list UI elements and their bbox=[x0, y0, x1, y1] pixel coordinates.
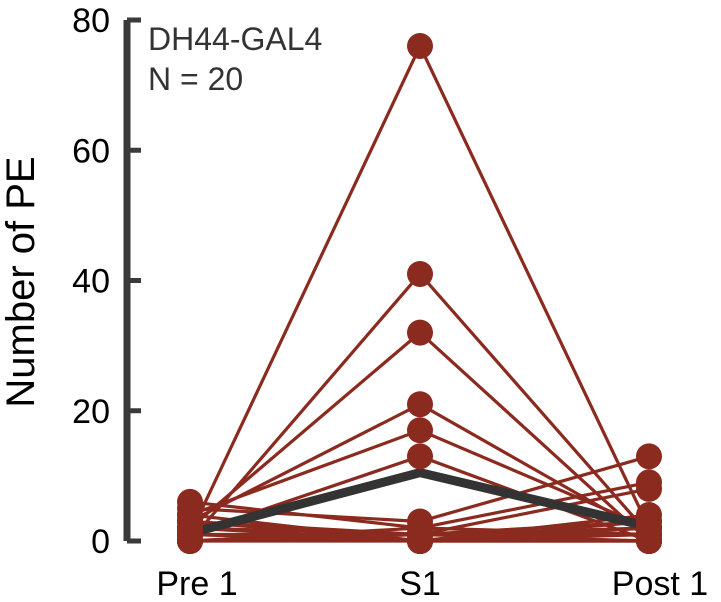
sample-size-label: N = 20 bbox=[148, 61, 243, 97]
data-point bbox=[407, 260, 433, 287]
data-point bbox=[407, 33, 433, 60]
y-tick-label: 60 bbox=[72, 132, 110, 170]
data-point bbox=[407, 319, 433, 346]
data-point bbox=[636, 443, 662, 470]
y-tick-label: 80 bbox=[72, 2, 110, 40]
data-point bbox=[407, 528, 433, 554]
data-point bbox=[636, 508, 662, 535]
genotype-label: DH44-GAL4 bbox=[148, 21, 322, 57]
x-tick-labels: Pre 1 S1 Post 1 bbox=[156, 565, 708, 602]
data-point bbox=[636, 528, 662, 554]
y-tick-label: 0 bbox=[91, 523, 110, 561]
y-tick-label: 40 bbox=[72, 263, 110, 301]
y-axis-title: Number of PE bbox=[0, 156, 43, 407]
x-tick-label: Pre 1 bbox=[156, 565, 237, 602]
data-point bbox=[407, 417, 433, 444]
data-point bbox=[407, 391, 433, 418]
data-points bbox=[177, 33, 662, 554]
mean-line bbox=[185, 468, 654, 538]
y-tick-label: 20 bbox=[72, 393, 110, 431]
data-point bbox=[636, 475, 662, 502]
y-ticks: 0 20 40 60 80 bbox=[72, 2, 141, 561]
data-point bbox=[407, 443, 433, 470]
data-point bbox=[177, 521, 203, 548]
x-tick-label: S1 bbox=[399, 565, 441, 602]
x-tick-label: Post 1 bbox=[612, 565, 708, 602]
mean-line-group bbox=[185, 468, 654, 538]
